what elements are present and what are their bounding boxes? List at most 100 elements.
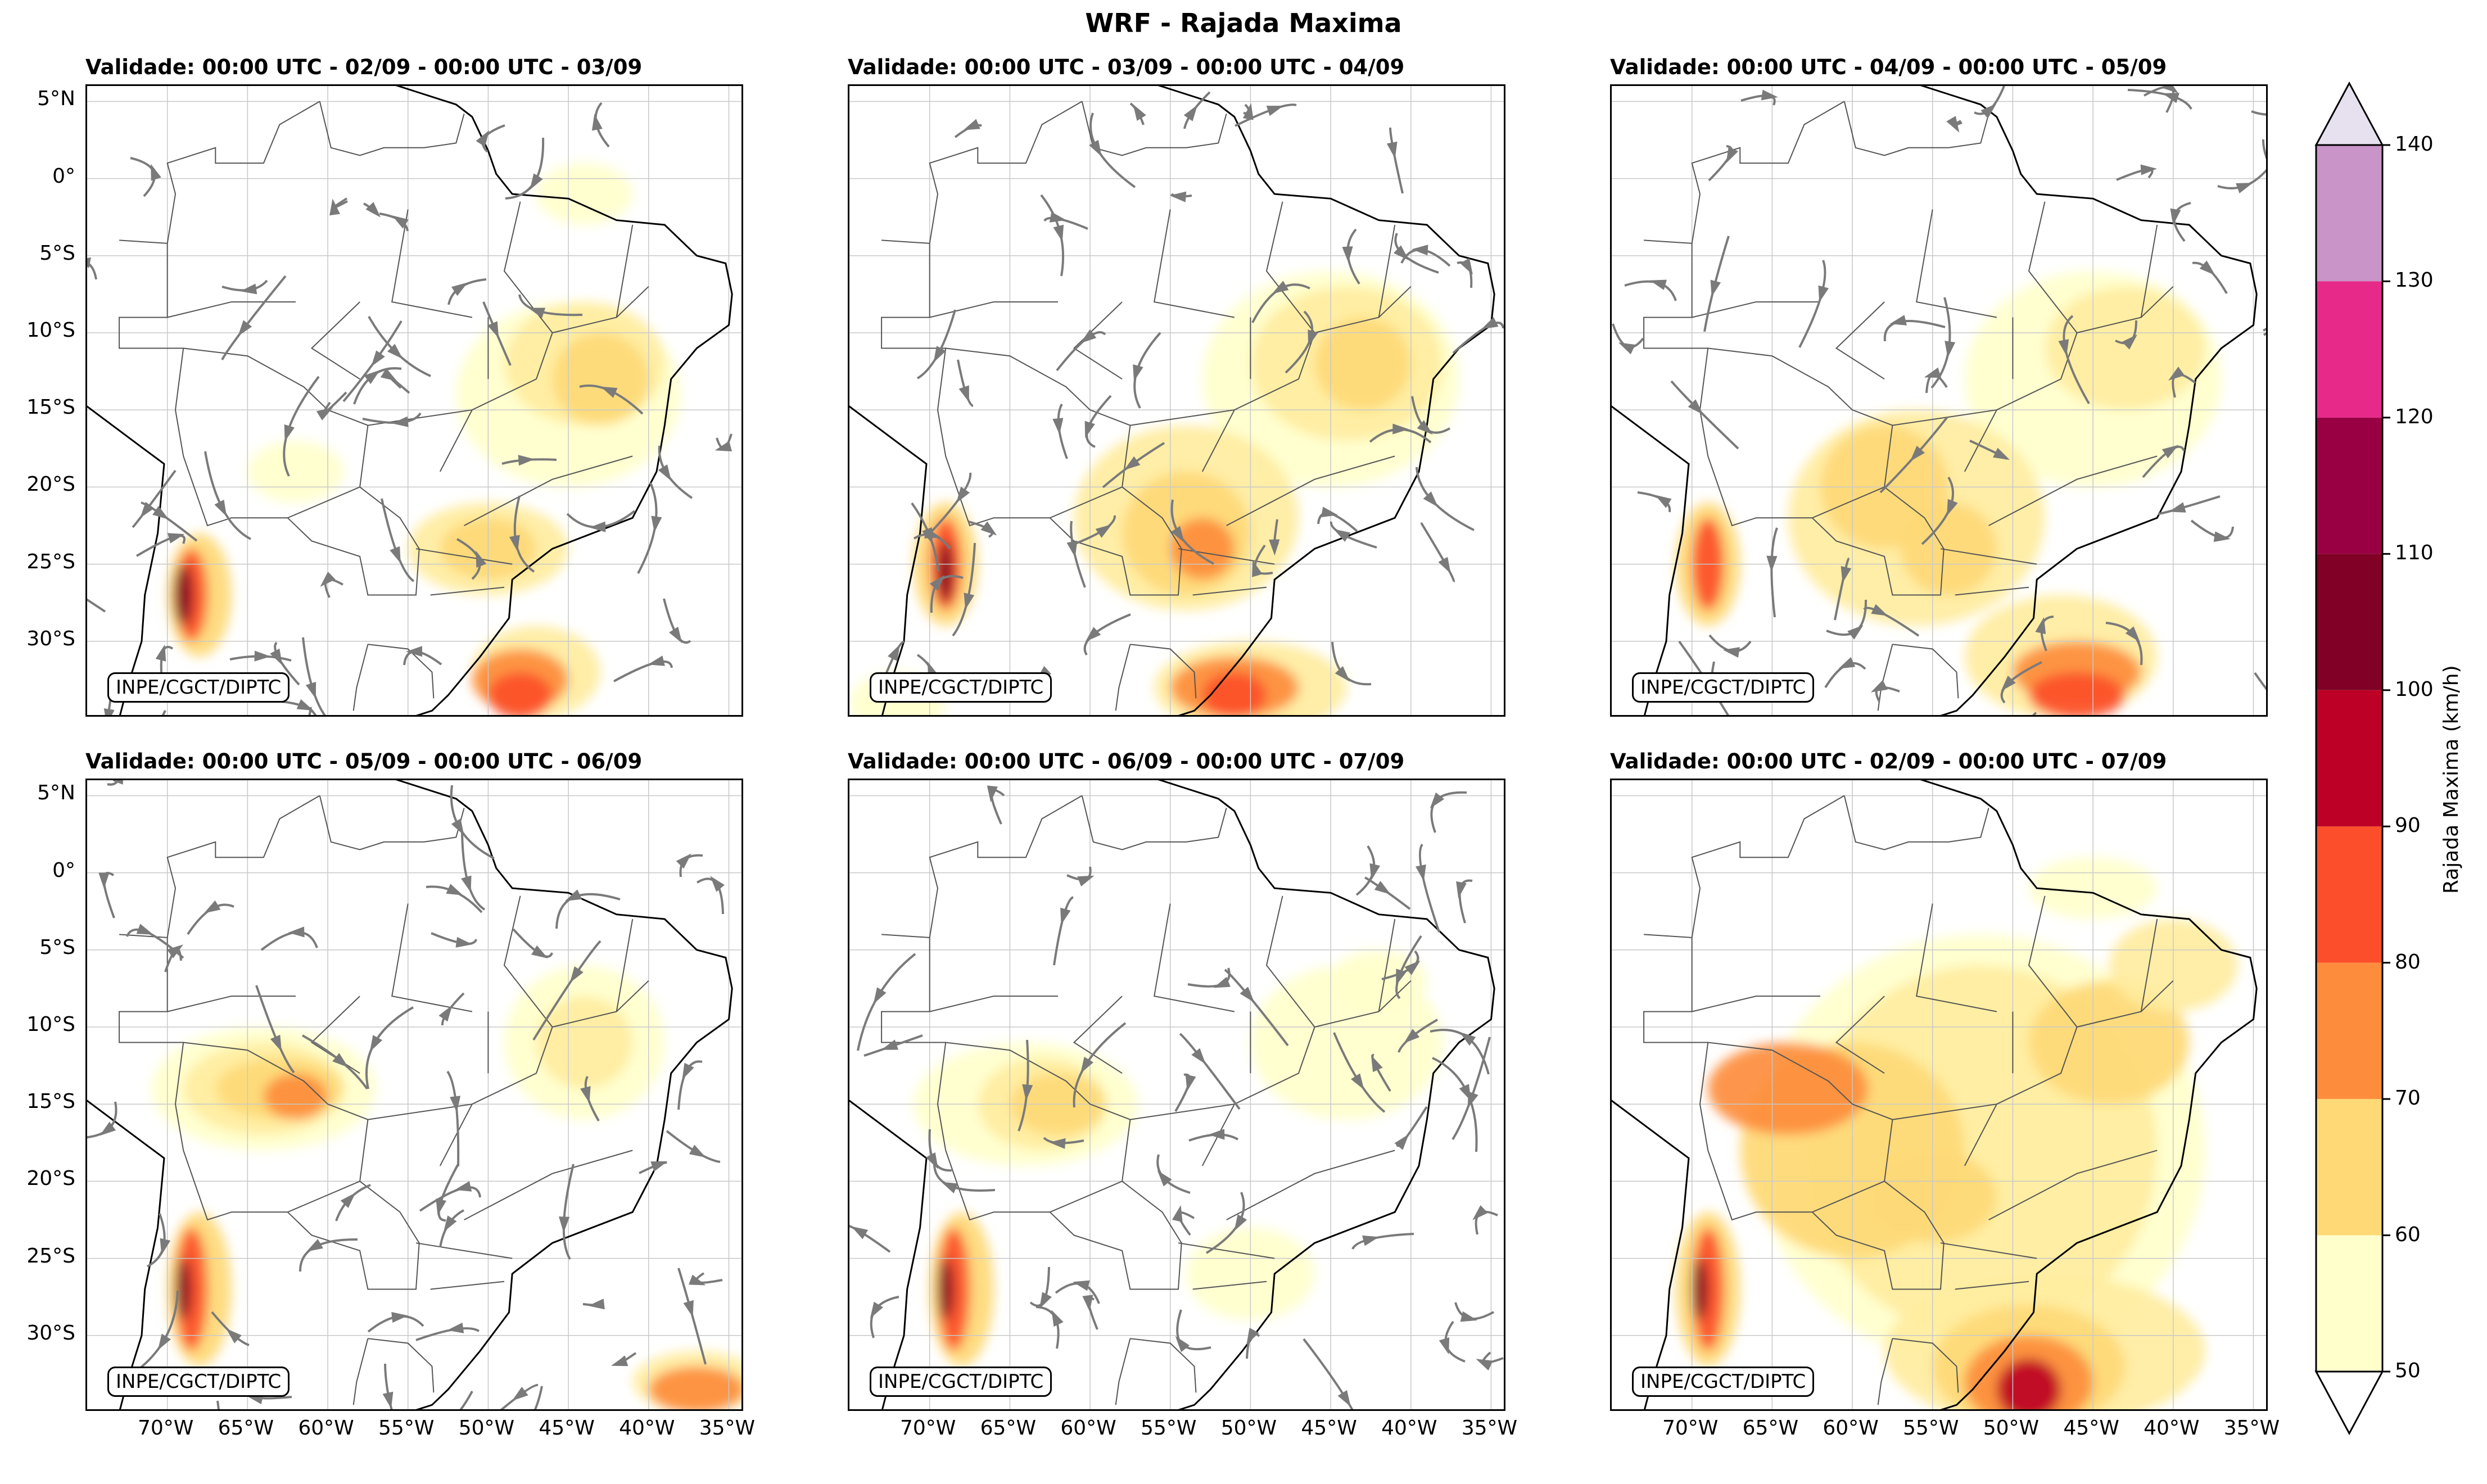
streamline-arrow: [371, 350, 385, 367]
streamline-arrow: [1396, 969, 1407, 986]
streamline-arrow: [305, 681, 316, 699]
streamline-arrow: [1374, 881, 1391, 895]
streamline-arrow: [1060, 907, 1071, 925]
streamline: [107, 780, 120, 786]
streamline-arrow: [446, 884, 463, 895]
streamline-arrow: [1213, 976, 1231, 988]
streamline-arrow: [2035, 617, 2046, 635]
streamline-arrow: [451, 282, 468, 296]
streamline-arrow: [1342, 246, 1353, 263]
lon-tick-label: 65°W: [1742, 1417, 1799, 1440]
colorbar-segment: [2316, 690, 2382, 827]
streamline-arrow: [1051, 1310, 1064, 1327]
streamline-arrow: [240, 283, 257, 295]
colorbar-tick-label: 130: [2395, 269, 2434, 292]
lon-tick-label: 45°W: [2063, 1417, 2119, 1440]
streamline-arrow: [650, 1161, 668, 1172]
streamline: [2251, 110, 2266, 116]
streamline-arrow: [204, 900, 221, 913]
map-canvas: [87, 86, 741, 715]
streamline-arrow: [1082, 1295, 1093, 1312]
streamline-arrow: [1889, 315, 1907, 325]
lat-tick-label: 30°S: [26, 1321, 75, 1345]
streamline-arrow: [87, 257, 91, 268]
streamline: [459, 1391, 473, 1409]
streamline-arrow: [2140, 164, 2157, 175]
streamline-arrow: [447, 1322, 464, 1333]
streamline-arrow: [1838, 657, 1856, 669]
streamline-arrow: [676, 853, 691, 869]
coastline: [849, 780, 1495, 1409]
streamline-arrow: [1272, 280, 1289, 294]
streamline-arrow: [1710, 279, 1721, 297]
streamline-arrow: [1438, 556, 1451, 574]
streamline-arrow: [270, 1034, 282, 1052]
streamline-arrow: [1841, 566, 1852, 583]
streamline-arrow: [2236, 183, 2253, 193]
streamline-arrow: [1417, 420, 1433, 435]
lat-tick-label: 5°S: [39, 935, 75, 959]
streamline-arrow: [270, 648, 283, 666]
streamline-arrow: [382, 1391, 394, 1409]
streamline-arrow: [168, 533, 185, 544]
country-borders: [1643, 101, 2174, 711]
map-panel: INPE/CGCT/DIPTC: [848, 779, 1505, 1411]
streamline-arrow: [1089, 139, 1102, 157]
streamline-arrow: [1404, 960, 1421, 975]
streamline-arrow: [1403, 1029, 1420, 1044]
colorbar-segment: [2316, 826, 2382, 963]
streamline-arrow: [1766, 555, 1778, 572]
streamline-arrow: [1394, 1134, 1409, 1150]
streamline-arrow: [1240, 987, 1255, 1003]
gust-area: [648, 1366, 741, 1409]
colorbar-tick-label: 90: [2395, 814, 2421, 838]
streamline-arrow: [1386, 141, 1398, 159]
streamline-arrow: [689, 1144, 706, 1158]
streamline-arrow: [1208, 1129, 1225, 1140]
streamline-arrow: [600, 386, 618, 398]
streamline-arrow: [1183, 105, 1198, 121]
streamline-arrow: [1172, 1205, 1183, 1223]
lat-tick-label: 25°S: [26, 550, 75, 573]
streamline-arrow: [964, 592, 975, 610]
colorbar-segment: [2316, 1099, 2382, 1236]
streamline: [2254, 672, 2266, 690]
streamline-arrow: [1049, 1138, 1066, 1149]
streamline-arrow: [387, 343, 403, 359]
gust-area: [2045, 286, 2205, 410]
streamline-arrow: [1947, 499, 1958, 516]
streamline-arrow: [1080, 329, 1097, 343]
streamline-arrow: [155, 644, 166, 662]
lon-tick-label: 35°W: [2223, 1417, 2280, 1440]
colorbar-segment: [2316, 417, 2382, 554]
panel-title: Validade: 00:00 UTC - 05/09 - 00:00 UTC …: [85, 749, 643, 773]
colorbar-title: Rajada Maxima (km/h): [2440, 665, 2463, 894]
streamlines: [880, 91, 1504, 687]
panel-title: Validade: 00:00 UTC - 03/09 - 00:00 UTC …: [848, 55, 1405, 79]
streamline-arrow: [1084, 420, 1095, 438]
streamline-arrow: [406, 646, 423, 657]
streamline-arrow: [1191, 1048, 1206, 1065]
streamline-arrow: [1655, 495, 1672, 508]
country-borders: [881, 795, 1412, 1405]
streamline-arrow: [710, 876, 725, 892]
streamline: [87, 598, 106, 613]
streamline-arrow: [103, 708, 115, 715]
lon-tick-label: 45°W: [1301, 1417, 1357, 1440]
map-canvas: [1612, 780, 2266, 1409]
streamline-arrow: [2162, 445, 2179, 459]
streamline: [2032, 712, 2037, 715]
streamline-arrow: [450, 1096, 461, 1113]
gridlines: [849, 86, 1504, 715]
streamline-arrow: [140, 501, 155, 518]
lat-tick-label: 15°S: [26, 1090, 75, 1114]
streamline-arrow: [1080, 1057, 1094, 1074]
streamline-arrow: [487, 321, 499, 338]
streamline-arrow: [682, 1062, 694, 1080]
gust-area: [937, 541, 954, 603]
streamline-arrow: [1053, 224, 1064, 242]
lat-tick-label: 10°S: [26, 1013, 75, 1037]
streamline-arrow: [1185, 1074, 1196, 1092]
streamline-arrow: [1722, 647, 1740, 658]
